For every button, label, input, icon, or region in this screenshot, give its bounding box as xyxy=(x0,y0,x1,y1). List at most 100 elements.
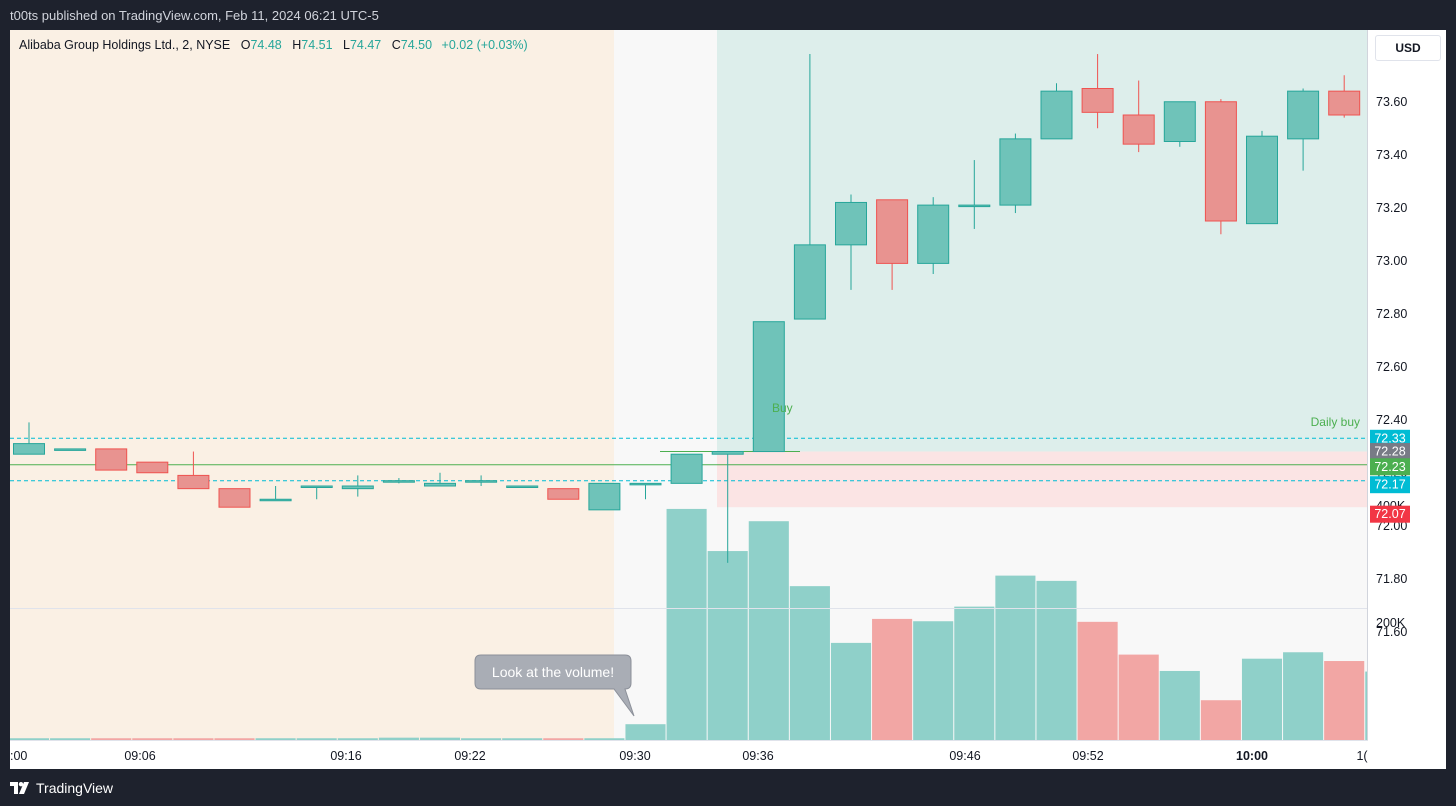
footer-bar: TradingView xyxy=(0,769,1456,806)
candle xyxy=(793,54,826,320)
candle-body xyxy=(177,474,210,490)
candle xyxy=(835,194,867,290)
tradingview-brand[interactable]: TradingView xyxy=(10,780,113,796)
volume-bar xyxy=(707,551,748,740)
volume-bar xyxy=(10,738,50,740)
candle-body xyxy=(711,451,744,455)
candle-body xyxy=(1328,90,1361,116)
candle xyxy=(547,488,580,500)
candle-body xyxy=(136,461,169,474)
time-axis-bg xyxy=(10,740,1368,769)
candle xyxy=(13,422,45,455)
volume-bar xyxy=(1200,700,1241,740)
time-ticks: :00 09:06 09:16 09:22 09:30 09:36 09:46 09:52 10… xyxy=(10,749,1368,763)
time-tick-label: 09:46 xyxy=(949,749,980,763)
time-tick-label: 09:22 xyxy=(454,749,485,763)
price-tag-bg xyxy=(1370,443,1410,461)
time-tick-label: 09:30 xyxy=(619,749,650,763)
time-tick-label: 1( xyxy=(1356,749,1368,763)
volume-bar xyxy=(419,737,461,740)
volume-bar xyxy=(1077,621,1118,740)
volume-bar xyxy=(954,606,995,740)
candle xyxy=(876,199,909,290)
candle xyxy=(670,453,703,484)
candle xyxy=(1163,101,1196,147)
candlestick-chart[interactable]: Buy Daily buy Look at the volume! 71.60 7… xyxy=(10,30,1446,769)
volume-bar xyxy=(995,575,1036,740)
candle xyxy=(1081,54,1114,129)
candle-body xyxy=(506,485,539,488)
tradingview-logo-icon xyxy=(10,782,29,794)
candle xyxy=(259,486,292,502)
volume-tick-label: 200K xyxy=(1376,616,1406,630)
price-tag-bg xyxy=(1370,476,1410,494)
open-value: 74.48 xyxy=(250,38,282,52)
volume-bar xyxy=(91,738,132,740)
candle xyxy=(506,485,539,488)
candle xyxy=(1246,130,1278,225)
candle xyxy=(1287,88,1320,171)
volume-bars xyxy=(10,508,1446,740)
low-value: 74.47 xyxy=(349,38,382,52)
currency-button[interactable]: USD xyxy=(1375,35,1441,61)
volume-bar xyxy=(1118,654,1159,740)
candle-body xyxy=(1081,88,1114,113)
candle xyxy=(958,160,991,229)
candle-body xyxy=(424,482,456,487)
volume-bar xyxy=(625,724,666,740)
close-value: 74.50 xyxy=(400,38,433,52)
volume-bar xyxy=(378,737,419,740)
candle-body xyxy=(1040,90,1073,140)
time-tick-label: 09:52 xyxy=(1072,749,1103,763)
time-tick-label: :00 xyxy=(10,749,27,763)
volume-bar xyxy=(1036,580,1077,740)
candle xyxy=(136,461,169,474)
callout-text: Look at the volume! xyxy=(492,664,614,680)
price-tag-label: 72.17 xyxy=(1374,478,1405,492)
price-tick-label: 73.00 xyxy=(1376,254,1407,268)
price-tag: 72.23 xyxy=(1370,458,1410,476)
price-tag-label: 72.28 xyxy=(1374,445,1405,459)
daily-buy-label: Daily buy xyxy=(1311,415,1360,429)
candle xyxy=(465,475,498,486)
candle xyxy=(752,321,785,453)
candle-body xyxy=(876,199,909,264)
volume-bar xyxy=(584,738,625,740)
volume-bar xyxy=(1283,652,1324,740)
volume-bar xyxy=(1324,661,1365,740)
candle xyxy=(424,472,456,487)
price-tag-bg xyxy=(1370,458,1410,476)
brand-name: TradingView xyxy=(36,780,114,796)
volume-bar xyxy=(132,738,173,740)
volume-bar xyxy=(789,586,830,740)
candle xyxy=(1328,75,1361,118)
buy-label: Buy xyxy=(772,401,793,415)
time-axis: :00 09:06 09:16 09:22 09:30 09:36 09:46 09:52 10… xyxy=(10,740,1368,769)
candle-body xyxy=(752,321,785,453)
price-tick-label: 72.40 xyxy=(1376,413,1407,427)
price-tick-label: 73.40 xyxy=(1376,148,1407,162)
top-bar: t00ts published on TradingView.com, Feb … xyxy=(0,0,1456,30)
volume-bar xyxy=(543,738,584,740)
candle-body xyxy=(917,204,950,264)
price-axis: 71.6071.8072.0072.2072.4072.6072.8073.00… xyxy=(1367,30,1446,769)
candle-body xyxy=(1204,101,1237,222)
candle-body xyxy=(670,453,703,484)
candle xyxy=(95,448,128,471)
candle-body xyxy=(13,443,45,455)
candle xyxy=(1204,99,1237,235)
low-label: L xyxy=(343,38,350,52)
price-tag: 72.17 xyxy=(1370,476,1410,494)
candle xyxy=(1040,83,1073,140)
change-value: +0.02 (+0.03%) xyxy=(441,38,528,52)
callout-bubble xyxy=(474,654,635,717)
candle-body xyxy=(259,498,292,502)
symbol-name: Alibaba Group Holdings Ltd., 2, NYSE xyxy=(19,38,231,52)
volume-bar xyxy=(1241,658,1283,740)
candle xyxy=(917,197,950,274)
candle-body xyxy=(1246,135,1278,225)
candle xyxy=(711,451,744,563)
chart-area[interactable]: Buy Daily buy Look at the volume! 71.60 7… xyxy=(10,30,1446,769)
candle-body xyxy=(95,448,128,471)
